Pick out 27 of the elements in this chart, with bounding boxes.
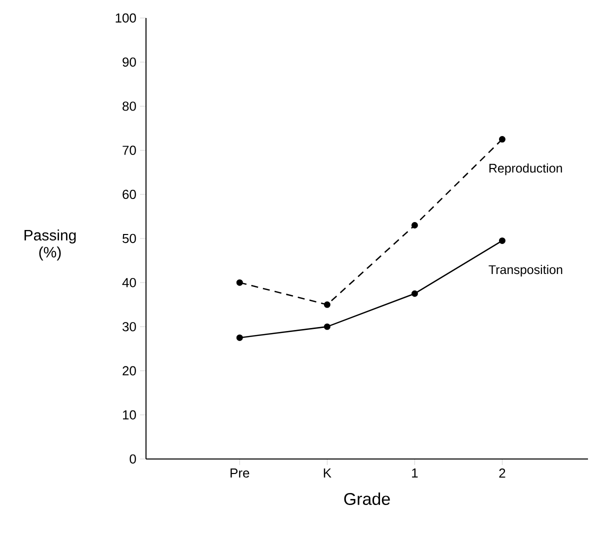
point [411,222,418,229]
point [324,323,330,330]
y-tick-label: 60 [122,190,136,199]
point [236,279,243,286]
y-tick-label: 80 [122,102,136,111]
x-tick-label: 2 [499,468,506,478]
point [236,334,243,341]
y-tick-label: 10 [123,410,136,420]
x-tick-label: Pre [230,468,250,478]
point [324,301,330,308]
series-label: Transposition [488,264,562,277]
y-tick-label: 0 [130,454,136,464]
y-tick-label: 20 [122,366,136,376]
x-tick-label: 1 [412,468,418,478]
y-tick-label: 90 [122,57,136,67]
y-axis-title: Passing (%) [24,230,76,260]
x-axis-title: Grade [344,492,390,506]
y-tick-label: 70 [122,146,136,155]
point [498,136,506,143]
point [498,237,506,244]
point [411,290,418,297]
y-tick-label: 100 [116,13,136,23]
y-tick-label: 50 [122,234,136,244]
series-label: Reproduction [489,163,562,176]
y-tick-label: 30 [122,322,136,332]
x-tick-label: K [324,468,332,478]
y-tick-label: 40 [122,278,136,288]
